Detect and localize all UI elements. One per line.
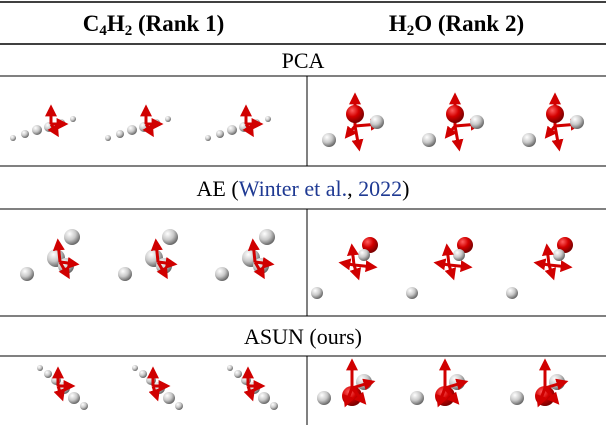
atom <box>553 249 565 261</box>
force-arrow <box>354 265 374 267</box>
column-header: H2O (Rank 2) <box>307 12 606 35</box>
atom <box>270 402 278 410</box>
atom <box>227 365 233 371</box>
force-arrow <box>58 242 60 262</box>
force-arrow <box>547 126 555 136</box>
force-arrow <box>455 126 459 148</box>
atom <box>510 391 524 405</box>
atom <box>227 125 237 135</box>
atom <box>116 130 124 138</box>
citation[interactable]: 2022 <box>358 176 402 201</box>
text: H <box>107 11 125 36</box>
force-arrow <box>449 265 469 267</box>
force-arrow <box>355 126 359 148</box>
atom <box>105 135 111 141</box>
atom <box>44 370 52 378</box>
section-label: ASUN (ours) <box>0 326 606 348</box>
atom <box>453 249 465 261</box>
text: (Rank 2) <box>432 11 524 36</box>
atom <box>68 392 80 404</box>
subscript: 4 <box>99 23 107 39</box>
atom <box>32 125 42 135</box>
atom <box>165 116 171 122</box>
atom <box>358 249 370 261</box>
text: C <box>83 11 100 36</box>
atom <box>370 115 384 129</box>
figure: C4H2 (Rank 1) H2O (Rank 2) PCA AE (Winte… <box>0 0 606 425</box>
atom <box>127 125 137 135</box>
atom <box>216 130 224 138</box>
atom <box>64 229 80 245</box>
text: PCA <box>282 48 325 73</box>
force-arrow <box>352 247 354 265</box>
atom <box>410 391 424 405</box>
force-arrow <box>437 263 449 265</box>
atom <box>422 133 436 147</box>
text: H <box>389 11 407 36</box>
oxygen-atom <box>546 105 564 123</box>
atom <box>570 115 584 129</box>
atom <box>259 229 275 245</box>
text: , <box>347 176 358 201</box>
atom <box>70 116 76 122</box>
atom <box>37 365 43 371</box>
atom <box>205 135 211 141</box>
atom <box>139 370 147 378</box>
force-arrow <box>342 263 354 265</box>
force-arrow <box>549 265 569 267</box>
text: ) <box>402 176 409 201</box>
force-arrow <box>347 126 355 136</box>
section-label: PCA <box>0 50 606 72</box>
atom <box>311 287 323 299</box>
force-arrow <box>447 126 455 136</box>
atom <box>118 267 132 281</box>
atom <box>20 267 34 281</box>
atom <box>132 365 138 371</box>
force-arrow <box>555 126 559 148</box>
text: AE ( <box>197 176 239 201</box>
atom <box>21 130 29 138</box>
atom <box>317 391 331 405</box>
force-arrow <box>253 242 255 262</box>
section-label: AE (Winter et al., 2022) <box>0 178 606 200</box>
atom <box>406 287 418 299</box>
text: O <box>414 11 432 36</box>
column-header: C4H2 (Rank 1) <box>0 12 307 35</box>
force-arrow <box>156 242 158 262</box>
force-arrow <box>547 247 549 265</box>
atom <box>265 116 271 122</box>
atom <box>258 392 270 404</box>
oxygen-atom <box>446 105 464 123</box>
text: ASUN (ours) <box>244 324 362 349</box>
atom <box>162 229 178 245</box>
atom <box>522 133 536 147</box>
atom <box>506 287 518 299</box>
atom <box>163 392 175 404</box>
atom <box>215 267 229 281</box>
atom <box>80 402 88 410</box>
molecules <box>10 96 584 410</box>
force-arrow <box>447 247 449 265</box>
oxygen-atom <box>346 105 364 123</box>
force-arrow <box>537 263 549 265</box>
atom <box>322 133 336 147</box>
atom <box>234 370 242 378</box>
atom <box>175 402 183 410</box>
text: (Rank 1) <box>132 11 224 36</box>
citation[interactable]: Winter et al. <box>239 176 347 201</box>
atom <box>10 135 16 141</box>
atom <box>470 115 484 129</box>
